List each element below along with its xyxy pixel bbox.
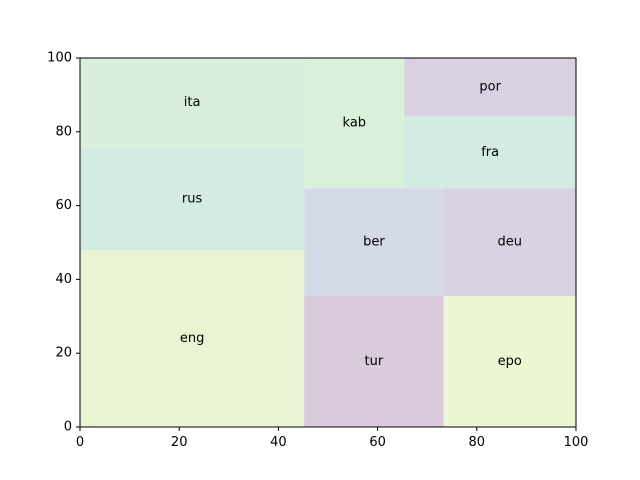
treemap-cell-deu (443, 188, 576, 297)
cell-label-rus: rus (182, 191, 203, 206)
cell-label-por: por (479, 80, 501, 95)
x-tick-label: 0 (76, 435, 84, 450)
treemap-cell-ber (304, 188, 444, 297)
treemap-cell-eng (80, 250, 305, 427)
cell-label-kab: kab (343, 116, 367, 131)
y-tick-label: 100 (47, 51, 72, 66)
y-tick-label: 60 (55, 198, 72, 213)
treemap-cell-kab (304, 58, 405, 189)
x-tick-label: 40 (270, 435, 287, 450)
cell-label-ber: ber (363, 235, 385, 250)
treemap-labels: eng rus ita tur ber kab epo deu fra por (180, 80, 522, 369)
y-tick-label: 40 (55, 272, 72, 287)
x-tick-label: 60 (369, 435, 386, 450)
treemap-cells (80, 58, 576, 427)
cell-label-ita: ita (184, 95, 201, 110)
cell-label-eng: eng (180, 331, 205, 346)
x-tick-label: 100 (564, 435, 589, 450)
cell-label-epo: epo (498, 354, 522, 369)
treemap-cell-por (404, 58, 576, 117)
y-tick-label: 80 (55, 124, 72, 139)
y-tick-label: 20 (55, 346, 72, 361)
treemap-cell-tur (304, 296, 444, 427)
x-tick-label: 20 (171, 435, 188, 450)
treemap-cell-rus (80, 147, 305, 251)
chart-axes: 0 20 40 60 80 100 0 20 40 60 80 100 (47, 51, 588, 451)
treemap-cell-epo (443, 296, 576, 427)
plot-frame (79, 57, 577, 428)
treemap-cell-fra (404, 116, 576, 189)
cell-label-fra: fra (481, 145, 499, 160)
treemap-cell-ita (80, 58, 305, 148)
cell-label-deu: deu (498, 235, 523, 250)
y-tick-label: 0 (64, 420, 72, 435)
cell-label-tur: tur (365, 354, 384, 369)
x-tick-label: 80 (469, 435, 486, 450)
